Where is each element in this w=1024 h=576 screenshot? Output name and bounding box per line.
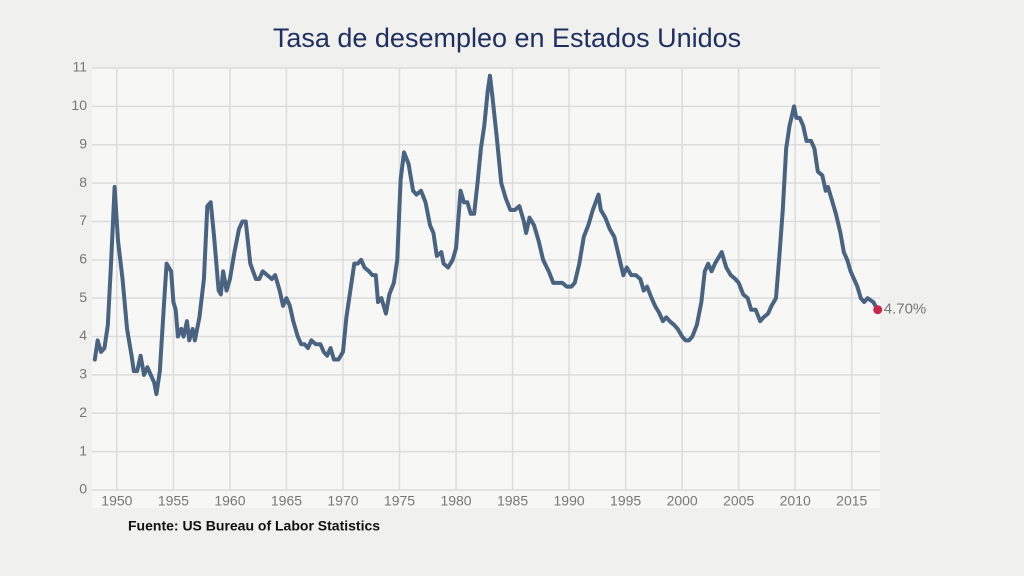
y-tick-label: 6 [79,251,87,267]
chart-title: Tasa de desempleo en Estados Unidos [273,23,741,53]
y-tick-label: 8 [79,174,87,190]
y-tick-label: 10 [71,97,87,113]
x-tick-label: 1980 [440,493,471,509]
plot-area [92,68,880,508]
y-tick-label: 1 [79,442,87,458]
x-tick-label: 1970 [327,493,358,509]
x-tick-label: 1965 [271,493,302,509]
x-tick-label: 1990 [554,493,585,509]
x-tick-label: 2010 [780,493,811,509]
value-label: 4.70% [884,301,927,318]
y-tick-label: 7 [79,212,87,228]
x-tick-label: 2005 [723,493,754,509]
x-tick-label: 2000 [667,493,698,509]
y-tick-label: 3 [79,366,87,382]
x-tick-label: 1950 [101,493,132,509]
y-tick-label: 4 [79,327,87,343]
x-tick-label: 1955 [158,493,189,509]
highlight-point [873,305,883,315]
y-tick-label: 9 [79,135,87,151]
source-note: Fuente: US Bureau of Labor Statistics [128,518,380,534]
y-tick-label: 11 [72,59,87,75]
data-line [92,73,880,397]
y-tick-label: 0 [79,481,87,497]
x-tick-label: 1975 [384,493,415,509]
y-tick-label: 5 [79,289,87,305]
x-tick-label: 1960 [214,493,245,509]
x-tick-label: 2015 [836,493,867,509]
x-tick-label: 1985 [497,493,528,509]
x-tick-label: 1995 [610,493,641,509]
y-tick-label: 2 [79,404,87,420]
